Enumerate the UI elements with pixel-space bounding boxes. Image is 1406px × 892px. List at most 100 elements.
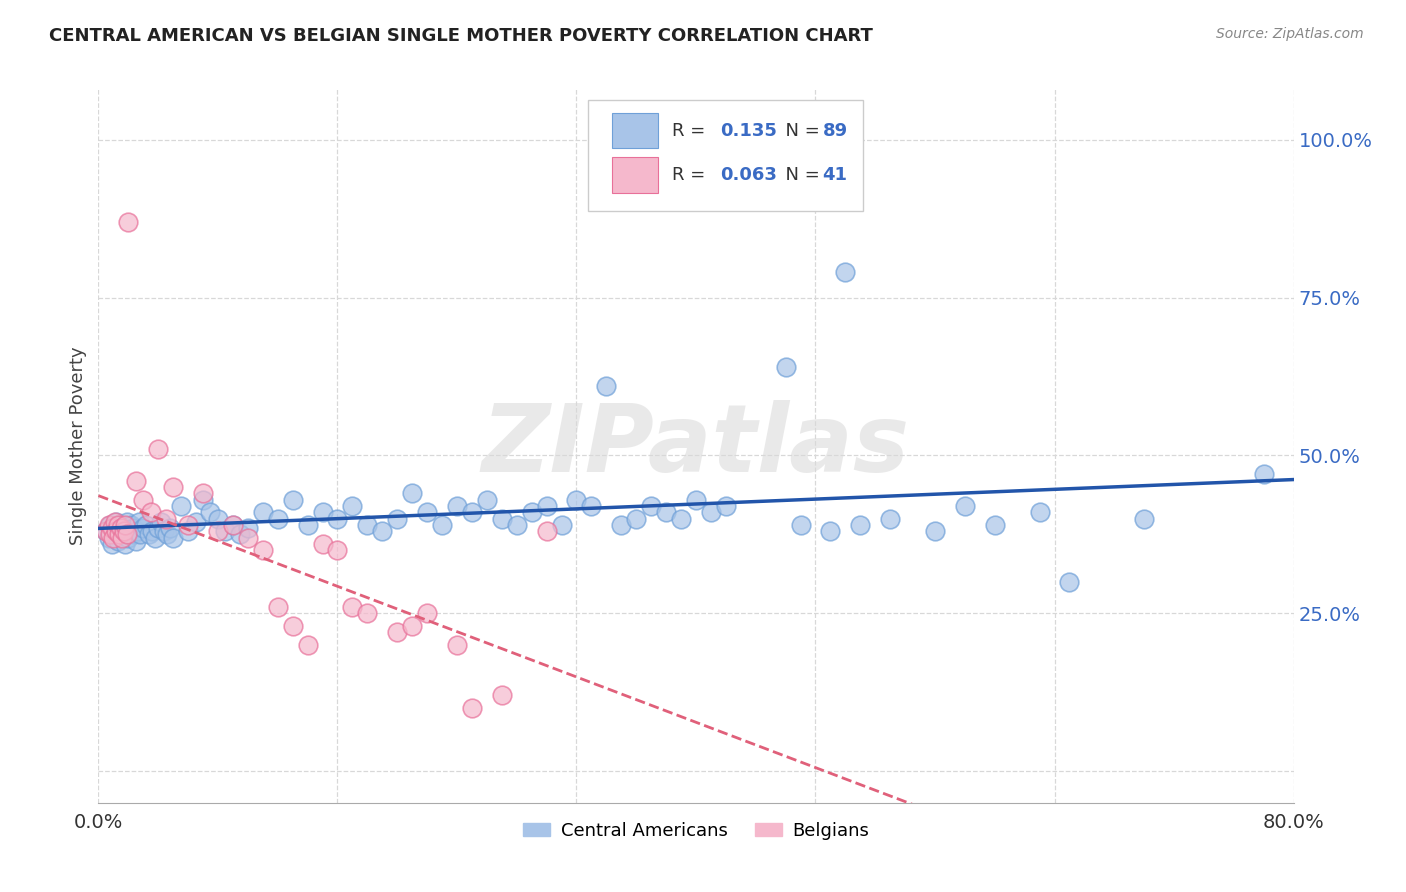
Text: N =: N = <box>773 166 825 184</box>
Point <box>104 515 127 529</box>
Point <box>984 517 1007 532</box>
Point <box>640 499 662 513</box>
Point <box>114 537 136 551</box>
Point <box>356 607 378 621</box>
Point <box>162 480 184 494</box>
Point <box>124 527 146 541</box>
Point <box>111 531 134 545</box>
Point <box>229 527 252 541</box>
Text: 0.135: 0.135 <box>720 121 776 139</box>
Point <box>924 524 946 539</box>
Point <box>148 521 170 535</box>
Point <box>153 524 176 539</box>
Point <box>311 505 333 519</box>
Point <box>104 527 127 541</box>
Point <box>879 511 901 525</box>
Text: 41: 41 <box>823 166 848 184</box>
Point <box>150 515 173 529</box>
Point <box>121 521 143 535</box>
Text: CENTRAL AMERICAN VS BELGIAN SINGLE MOTHER POVERTY CORRELATION CHART: CENTRAL AMERICAN VS BELGIAN SINGLE MOTHE… <box>49 27 873 45</box>
Point <box>94 524 117 539</box>
Point <box>626 511 648 525</box>
Point <box>714 499 737 513</box>
Point <box>342 499 364 513</box>
Point <box>565 492 588 507</box>
Point <box>326 511 349 525</box>
Point <box>101 521 124 535</box>
Point <box>342 600 364 615</box>
Point <box>125 533 148 548</box>
Point <box>115 527 138 541</box>
Point <box>128 515 150 529</box>
Point <box>430 517 453 532</box>
Point <box>236 521 259 535</box>
Point <box>461 701 484 715</box>
Point <box>356 517 378 532</box>
Point <box>103 531 125 545</box>
Point <box>775 360 797 375</box>
FancyBboxPatch shape <box>613 112 658 148</box>
Point <box>110 517 132 532</box>
Point <box>214 524 236 539</box>
Point <box>117 215 139 229</box>
Point <box>491 689 513 703</box>
Point <box>610 517 633 532</box>
Point <box>281 619 304 633</box>
Point <box>98 527 122 541</box>
Point <box>326 543 349 558</box>
Point <box>506 517 529 532</box>
FancyBboxPatch shape <box>613 157 658 193</box>
Point <box>105 515 128 529</box>
Point <box>385 511 409 525</box>
Point <box>385 625 409 640</box>
Point <box>595 379 617 393</box>
Point <box>107 533 129 548</box>
Legend: Central Americans, Belgians: Central Americans, Belgians <box>516 815 876 847</box>
Point <box>834 265 856 279</box>
Point <box>177 524 200 539</box>
Point <box>297 638 319 652</box>
Point <box>103 521 125 535</box>
Point <box>222 517 245 532</box>
Point <box>115 515 138 529</box>
Point <box>125 474 148 488</box>
Text: R =: R = <box>672 166 711 184</box>
Point <box>111 527 134 541</box>
Point <box>401 619 423 633</box>
Point <box>101 537 124 551</box>
Point <box>550 517 572 532</box>
Point <box>132 492 155 507</box>
Point <box>401 486 423 500</box>
Point <box>236 531 259 545</box>
Point <box>114 517 136 532</box>
Point <box>108 527 131 541</box>
Point <box>252 543 274 558</box>
Point <box>267 511 290 525</box>
Point <box>655 505 678 519</box>
Point <box>184 515 207 529</box>
Point <box>1253 467 1275 482</box>
Point <box>446 638 468 652</box>
Point <box>138 527 160 541</box>
FancyBboxPatch shape <box>589 100 863 211</box>
Point <box>1133 511 1156 525</box>
Point <box>177 517 200 532</box>
Point <box>120 517 142 532</box>
Text: Source: ZipAtlas.com: Source: ZipAtlas.com <box>1216 27 1364 41</box>
Point <box>143 531 166 545</box>
Point <box>94 524 117 539</box>
Point <box>475 492 498 507</box>
Point <box>1028 505 1050 519</box>
Point <box>105 524 128 539</box>
Point <box>139 505 162 519</box>
Point <box>953 499 976 513</box>
Point <box>371 524 394 539</box>
Point <box>112 524 135 539</box>
Point <box>148 442 170 457</box>
Point <box>135 517 157 532</box>
Point <box>97 531 120 545</box>
Point <box>107 517 129 532</box>
Point <box>267 600 290 615</box>
Point <box>141 524 163 539</box>
Point <box>491 511 513 525</box>
